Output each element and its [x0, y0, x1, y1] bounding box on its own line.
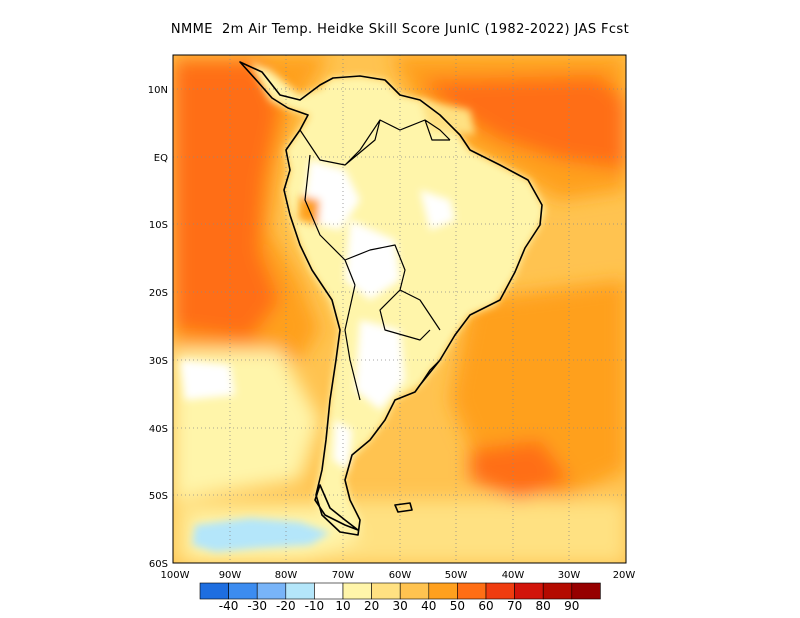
colorbar-swatch [399, 582, 430, 600]
colorbar-swatch [285, 582, 315, 600]
colorbar: -40 -30 -20 -10 10 20 30 40 50 60 70 80 90 [199, 582, 601, 613]
lon-tick: 90W [219, 570, 242, 581]
colorbar-swatch [256, 582, 287, 600]
lon-tick: 50W [445, 570, 468, 581]
colorbar-label: -20 [276, 599, 296, 613]
colorbar-label: 50 [450, 599, 465, 613]
country-borders [299, 119, 451, 401]
falkland-islands [394, 502, 413, 513]
colorbar-label: -30 [247, 599, 267, 613]
lat-tick: 20S [149, 288, 168, 299]
colorbar-label: 30 [393, 599, 408, 613]
continent-outline [239, 61, 543, 536]
lon-tick: 60W [389, 570, 412, 581]
south-atlantic-core [470, 440, 570, 500]
lat-tick: 60S [149, 559, 168, 570]
atlantic-north-core-region [420, 75, 626, 170]
lon-tick: 40W [502, 570, 525, 581]
colorbar-label: -40 [219, 599, 239, 613]
colorbar-swatch [514, 582, 544, 600]
lat-tick: 40S [149, 424, 168, 435]
lat-tick: 10N [148, 85, 168, 96]
colorbar-label: 90 [564, 599, 579, 613]
colorbar-swatch [228, 582, 258, 600]
coastlines [239, 61, 543, 536]
lat-tick: 10S [149, 220, 168, 231]
lon-axis: 100W 90W 80W 70W 60W 50W 40W 30W 20W [161, 570, 636, 581]
grid-lines [173, 55, 626, 563]
lon-tick: 70W [332, 570, 355, 581]
negative-skill-region [192, 518, 330, 552]
colorbar-label: 40 [421, 599, 436, 613]
lat-tick: 30S [149, 356, 168, 367]
colorbar-label: 80 [536, 599, 551, 613]
lat-tick: EQ [154, 153, 168, 164]
south-atlantic-region [450, 280, 626, 500]
colorbar-swatch [342, 582, 372, 600]
colorbar-label: 70 [507, 599, 522, 613]
map-field [173, 55, 626, 563]
colorbar-swatch [571, 582, 601, 600]
colorbar-swatch [485, 582, 515, 600]
map-title: NMME 2m Air Temp. Heidke Skill Score Jun… [170, 22, 630, 37]
lon-tick: 30W [558, 570, 581, 581]
colorbar-swatch [457, 582, 487, 600]
colorbar-label: -10 [305, 599, 325, 613]
lat-axis: 10N EQ 10S 20S 30S 40S 50S 60S [148, 85, 168, 570]
lon-tick: 20W [613, 570, 636, 581]
lon-tick: 80W [275, 570, 298, 581]
colorbar-swatch [542, 582, 573, 600]
lat-tick: 50S [149, 491, 168, 502]
land-neutral-patches [180, 100, 475, 470]
colorbar-swatch [428, 582, 458, 600]
colorbar-swatch [371, 582, 401, 600]
colorbar-label: 10 [335, 599, 350, 613]
colorbar-swatch [314, 582, 344, 600]
pacific-core-region [173, 60, 280, 340]
plot-frame [172, 54, 627, 564]
tierra-del-fuego [314, 484, 359, 531]
colorbar-label: 20 [364, 599, 379, 613]
lon-tick: 100W [161, 570, 190, 581]
colorbar-label: 60 [478, 599, 493, 613]
colorbar-swatch [199, 582, 229, 600]
